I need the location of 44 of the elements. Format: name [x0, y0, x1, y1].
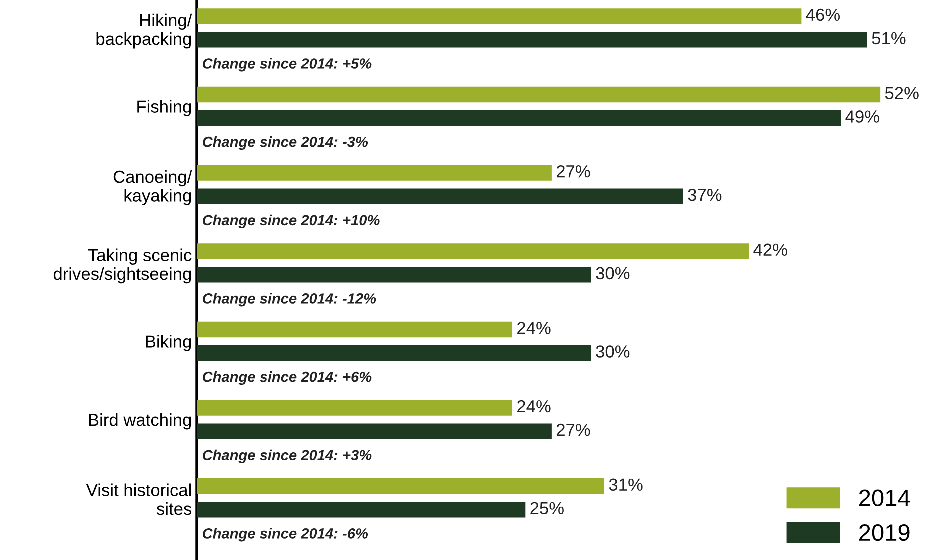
legend-label: 2014: [860, 490, 910, 507]
annotation: Change since 2014: +3%: [202, 450, 372, 464]
data-label: 51%: [872, 32, 906, 45]
data-label: 30%: [596, 346, 630, 358]
bar: [197, 267, 592, 283]
bar: [197, 478, 605, 494]
data-label: 49%: [846, 110, 880, 123]
data-label: 31%: [609, 478, 643, 492]
bar: [197, 424, 552, 440]
data-label: 46%: [806, 8, 840, 22]
annotation: Change since 2014: +5%: [202, 58, 372, 72]
y-tick-label: Biking: [146, 335, 192, 352]
data-label: 30%: [596, 267, 630, 280]
y-tick-label: Visit historical sites: [86, 484, 192, 516]
bar: [197, 165, 552, 181]
annotation: Change since 2014: -3%: [202, 136, 368, 150]
bar: [197, 8, 802, 24]
bar: [197, 322, 513, 338]
data-label: 24%: [518, 400, 551, 413]
annotation: Change since 2014: -12%: [202, 293, 376, 307]
annotation: Change since 2014: -6%: [202, 528, 368, 542]
data-label: 52%: [885, 87, 919, 100]
data-label: 27%: [556, 424, 590, 436]
bar: [197, 400, 513, 416]
y-tick-label: Fishing: [138, 100, 192, 116]
annotation: Change since 2014: +6%: [202, 371, 372, 386]
y-tick-label: Bird watching: [89, 414, 192, 430]
bar: [197, 32, 868, 48]
data-label: 42%: [754, 244, 788, 256]
bar: [197, 345, 592, 362]
y-tick-label: Taking scenic drives/sightseeing: [54, 248, 192, 284]
bar: [197, 86, 881, 103]
data-label: 27%: [556, 165, 590, 178]
annotation: Change since 2014: +10%: [202, 214, 380, 228]
bar: [197, 502, 526, 518]
data-label: 25%: [530, 502, 564, 515]
data-label: 37%: [688, 188, 722, 202]
bar: [197, 244, 750, 260]
bar: [197, 188, 684, 204]
legend-label: 2019: [860, 524, 910, 542]
y-tick-label: Canoeing/ kayaking: [114, 170, 192, 206]
bar: [197, 110, 842, 126]
y-tick-label: Hiking/ backpacking: [96, 14, 192, 49]
data-label: 24%: [518, 322, 551, 334]
